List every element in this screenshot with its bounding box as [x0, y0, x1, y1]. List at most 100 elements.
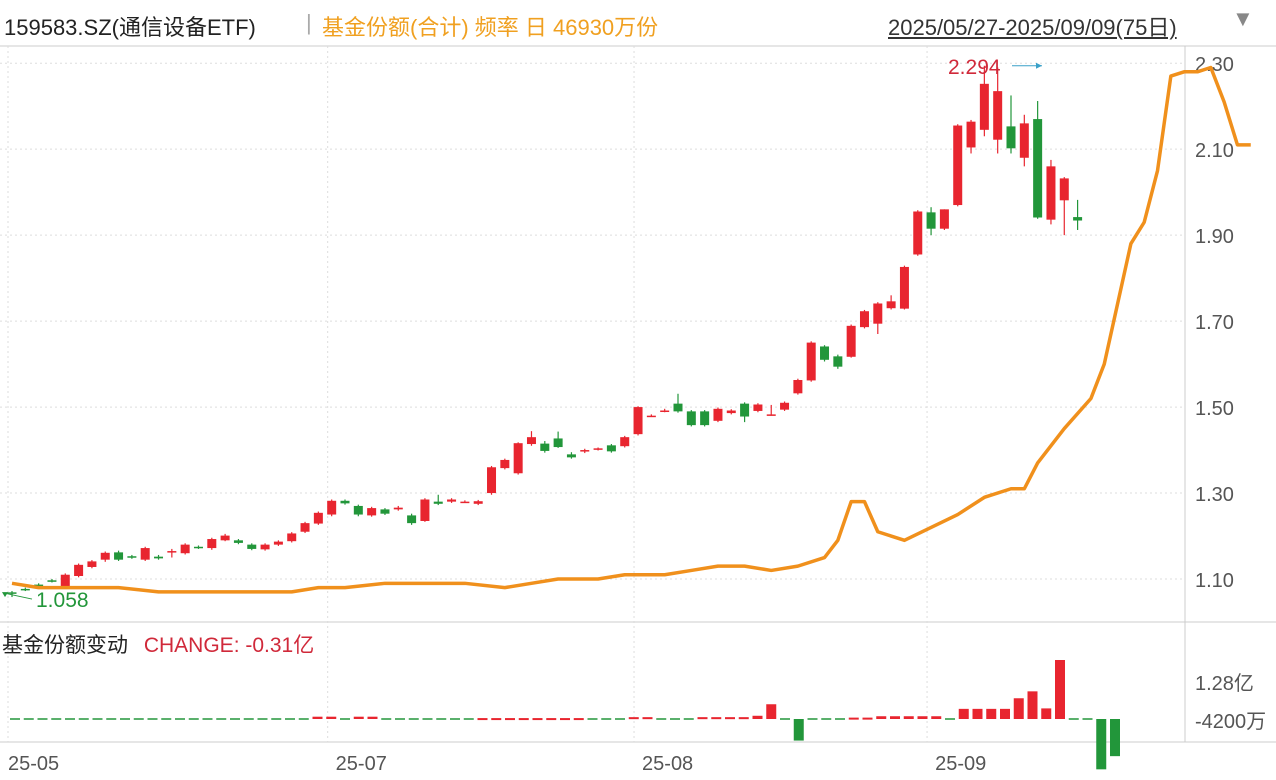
sub-y-tick-label: -4200万 [1195, 711, 1266, 733]
share-change-bar [793, 719, 804, 741]
candle-body [873, 303, 883, 324]
candle-body [899, 266, 909, 309]
y-tick-label: 2.10 [1195, 140, 1234, 162]
candle-body [60, 574, 70, 587]
candle-body [487, 467, 497, 494]
candle-body [247, 544, 257, 549]
share-change-bar [711, 717, 722, 720]
candle-body [686, 411, 696, 426]
candle-body [526, 437, 536, 445]
candle-body [820, 346, 830, 360]
candle-body [287, 533, 297, 542]
candle-body [273, 541, 283, 545]
x-tick-label: 25-07 [336, 753, 387, 775]
share-change-bar [1041, 708, 1052, 719]
share-change-bar [903, 716, 914, 719]
candle-body [473, 501, 483, 504]
candle-body [233, 540, 243, 543]
share-change-bar [862, 717, 873, 720]
candle-body [566, 454, 576, 458]
security-title: 159583.SZ(通信设备ETF) [4, 15, 256, 40]
candle-body [87, 561, 97, 567]
share-change-bar [766, 704, 777, 719]
date-range-link[interactable]: 2025/05/27-2025/09/09(75日) [888, 15, 1177, 40]
max-value-label: 2.294 [948, 56, 1001, 79]
candle-body [979, 83, 989, 130]
share-change-bar [752, 715, 763, 719]
share-change-bar [518, 718, 529, 721]
subchart-name: 基金份额变动 [2, 634, 128, 657]
x-tick-label: 25-08 [642, 753, 693, 775]
candle-body [886, 301, 896, 309]
candle-body [700, 411, 710, 426]
share-change-bar [697, 717, 708, 720]
share-change-bar [628, 717, 639, 720]
share-change-bar [477, 718, 488, 721]
title-separator: | [306, 10, 312, 35]
candle-body [1006, 126, 1016, 149]
y-tick-label: 1.90 [1195, 226, 1234, 248]
candle-body [646, 415, 656, 418]
candle-body [593, 448, 603, 450]
candle-body [420, 499, 430, 521]
candle-body [913, 211, 923, 255]
candle-body [780, 402, 790, 410]
candle-body [500, 459, 510, 469]
share-change-bar [642, 717, 653, 720]
share-change-bar [1055, 660, 1065, 719]
triangle-down-icon[interactable]: ▼ [1232, 6, 1254, 31]
candle-body [114, 552, 124, 560]
min-arrow [3, 592, 33, 600]
candle-body [553, 438, 563, 448]
subchart-title: 基金份额变动 CHANGE: -0.31亿 [2, 629, 314, 659]
candle-body [47, 580, 57, 582]
candle-body [180, 544, 190, 554]
min-arrow-head [2, 592, 8, 598]
candle-body [660, 410, 670, 413]
candle-body [340, 500, 350, 504]
candle-body [966, 121, 976, 148]
candle-body [939, 209, 949, 229]
candle-body [740, 403, 750, 417]
candle-body [540, 443, 550, 451]
x-tick-label: 25-05 [8, 753, 59, 775]
sub-y-tick-label: 1.28亿 [1195, 672, 1254, 695]
candle-body [407, 515, 417, 524]
candle-body [313, 512, 323, 524]
candle-body [793, 379, 803, 394]
candle-body [513, 443, 523, 474]
max-arrow-head [1036, 62, 1042, 69]
candle-body [353, 505, 363, 515]
share-change-bar [1110, 719, 1120, 757]
candle-body [380, 509, 390, 514]
candle-body [993, 91, 1003, 140]
share-change-bar [532, 718, 543, 721]
share-change-bar [738, 717, 749, 720]
share-change-bar [353, 716, 364, 719]
candle-body [1073, 217, 1083, 221]
candle-body [859, 311, 869, 328]
share-change-bar [573, 718, 584, 721]
candle-body [20, 588, 30, 591]
candle-body [1033, 119, 1043, 218]
candle-body [260, 544, 270, 550]
candle-body [433, 501, 443, 504]
share-change-bar [1000, 708, 1010, 719]
fund-share-line [11, 65, 1251, 594]
share-change-bar [1027, 691, 1038, 719]
share-change-bar [972, 708, 983, 719]
candle-body [140, 548, 150, 560]
share-change-bar [491, 718, 502, 721]
candle-body [367, 508, 377, 516]
candle-body [953, 125, 963, 206]
candle-body [154, 556, 164, 559]
candle-body [926, 212, 936, 229]
candle-body [673, 403, 683, 412]
candle-body [393, 507, 403, 510]
share-change-bar [546, 718, 557, 721]
candle-body [327, 500, 337, 515]
candle-body [753, 404, 763, 411]
candle-body [300, 523, 310, 532]
share-change-bar [986, 708, 997, 719]
